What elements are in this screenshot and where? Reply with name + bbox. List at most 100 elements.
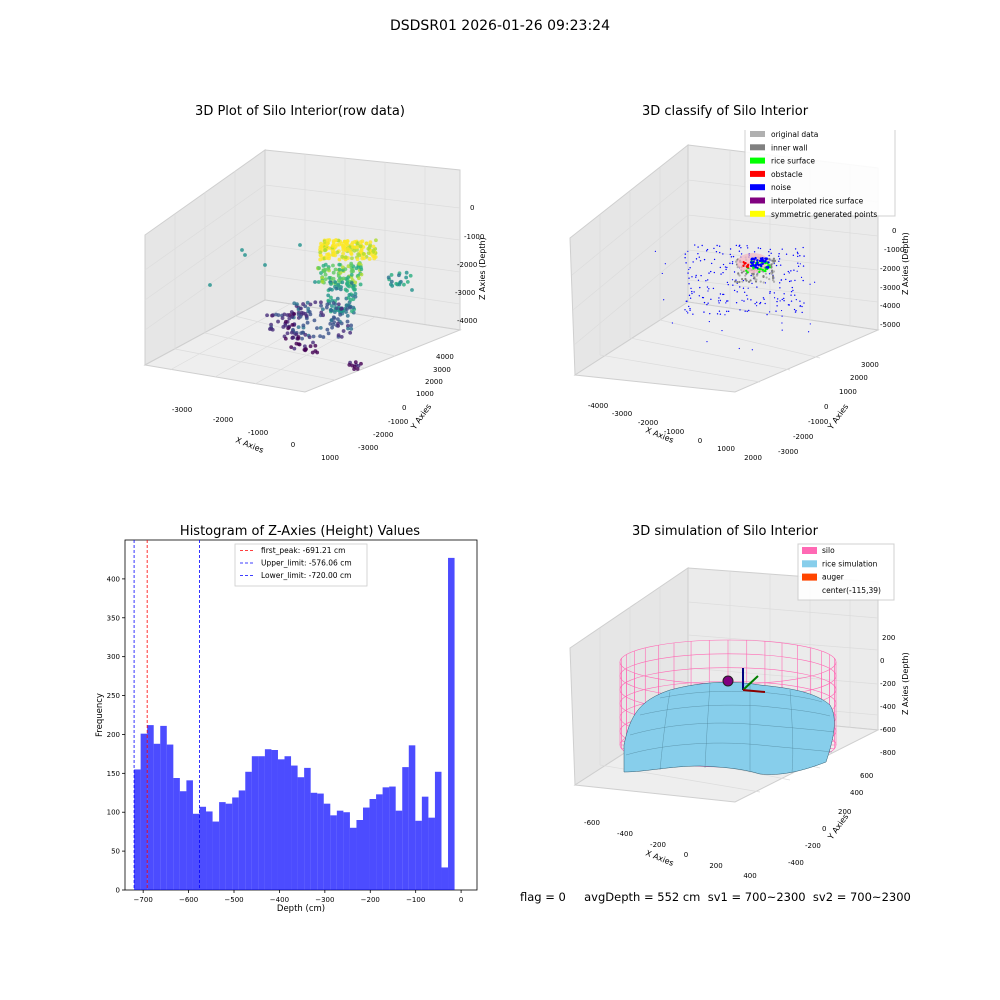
noise-point (719, 251, 721, 254)
noise-point (781, 298, 783, 301)
noise-point (768, 250, 770, 253)
noise-point (744, 310, 746, 312)
obstacle-point (742, 261, 745, 264)
scatter-point (358, 282, 363, 287)
scatter-point (331, 315, 336, 320)
scatter-point (374, 238, 378, 243)
histogram-chart: −700 −600 −500 −400 −300 −200 −100 0 0 50 100 150 2… (95, 539, 478, 914)
scatter-point (389, 279, 394, 284)
noise-point (757, 263, 760, 267)
scatter-point (351, 305, 356, 310)
z-axis-ticks: 0 -1000 -2000 -3000 -4000 (455, 204, 484, 325)
scatter-point (327, 254, 332, 258)
scatter-point (394, 281, 399, 286)
noise-point (706, 341, 708, 343)
noise-point (687, 312, 689, 314)
y-tick: -3000 (358, 444, 378, 452)
scatter-point (368, 240, 373, 244)
scatter-point (322, 268, 327, 273)
scatter-point (326, 267, 331, 271)
noise-point (800, 276, 803, 278)
noise-point (735, 244, 738, 247)
scatter-point (335, 317, 340, 321)
wall-point (740, 271, 744, 274)
scatter-point (323, 247, 328, 252)
scatter-point (359, 361, 363, 366)
scatter-point (397, 282, 402, 287)
noise-point (753, 251, 756, 253)
noise-point (779, 287, 781, 289)
noise-point (707, 302, 709, 304)
scatter-point (386, 275, 391, 280)
wall-point (741, 280, 744, 283)
x-tick: -3000 (612, 410, 632, 418)
z-tick: -400 (880, 703, 896, 711)
noise-point (792, 254, 795, 256)
scatter-point (280, 316, 285, 321)
histogram-bar (173, 778, 180, 890)
scatter-point (329, 282, 333, 286)
wall-point (737, 272, 740, 275)
noise-point (712, 287, 715, 290)
scatter-point (343, 255, 348, 260)
histogram-bar (245, 771, 252, 890)
noise-point (684, 309, 686, 311)
scatter-point (338, 271, 343, 275)
histogram-bar (238, 790, 246, 890)
scatter-point (349, 252, 354, 257)
z-tick: -3000 (455, 289, 475, 297)
noise-point (769, 311, 771, 313)
rice-mesh-lines (625, 682, 835, 773)
scatter-point (404, 270, 409, 275)
noise-point (759, 302, 761, 305)
scatter-point (329, 295, 333, 300)
noise-point (725, 268, 727, 271)
scatter-point (339, 334, 344, 339)
noise-point (705, 250, 708, 252)
noise-point (799, 305, 801, 307)
scatter-point (298, 243, 302, 247)
scatter-point (326, 298, 331, 303)
noise-point (764, 282, 767, 284)
scatter-point (276, 319, 280, 324)
noise-point (778, 253, 780, 255)
noise-point (727, 310, 730, 313)
histogram-bar (160, 725, 167, 890)
legend-box (234, 543, 368, 587)
scatter-point (325, 302, 330, 307)
histogram-bar (271, 750, 278, 890)
noise-point (722, 253, 724, 255)
histogram-bar (258, 756, 265, 890)
histogram-bar (395, 810, 403, 890)
histogram-bar (415, 820, 422, 890)
y-tick-label: 200 (107, 731, 120, 739)
noise-point (756, 259, 759, 262)
noise-point (690, 287, 692, 290)
legend-label: center(-115,39) (822, 586, 881, 595)
scatter-point (351, 245, 355, 249)
noise-point (783, 293, 785, 295)
y-tick-label: 150 (107, 770, 120, 778)
scatter-point (338, 312, 343, 317)
scatter-point (324, 305, 329, 310)
x-axis-ticks: -4000 -3000 -2000 -1000 0 1000 2000 (588, 402, 762, 462)
wall-point (744, 277, 747, 281)
legend-label: noise (771, 183, 791, 192)
y-tick: 3000 (861, 361, 879, 369)
noise-point (720, 273, 722, 275)
wall-point (754, 280, 758, 283)
scatter-point (350, 309, 354, 313)
scatter-point (313, 349, 318, 353)
noise-point (797, 262, 799, 264)
wall-point (755, 278, 758, 281)
noise-point (671, 322, 673, 324)
noise-point (718, 297, 720, 299)
legend-swatch (802, 573, 817, 581)
noise-point (746, 245, 748, 247)
noise-point (693, 291, 695, 293)
histogram-bar (317, 793, 324, 890)
y-tick: -200 (805, 842, 821, 850)
noise-point (759, 301, 762, 304)
noise-point (759, 257, 763, 260)
scatter-point (301, 323, 306, 328)
